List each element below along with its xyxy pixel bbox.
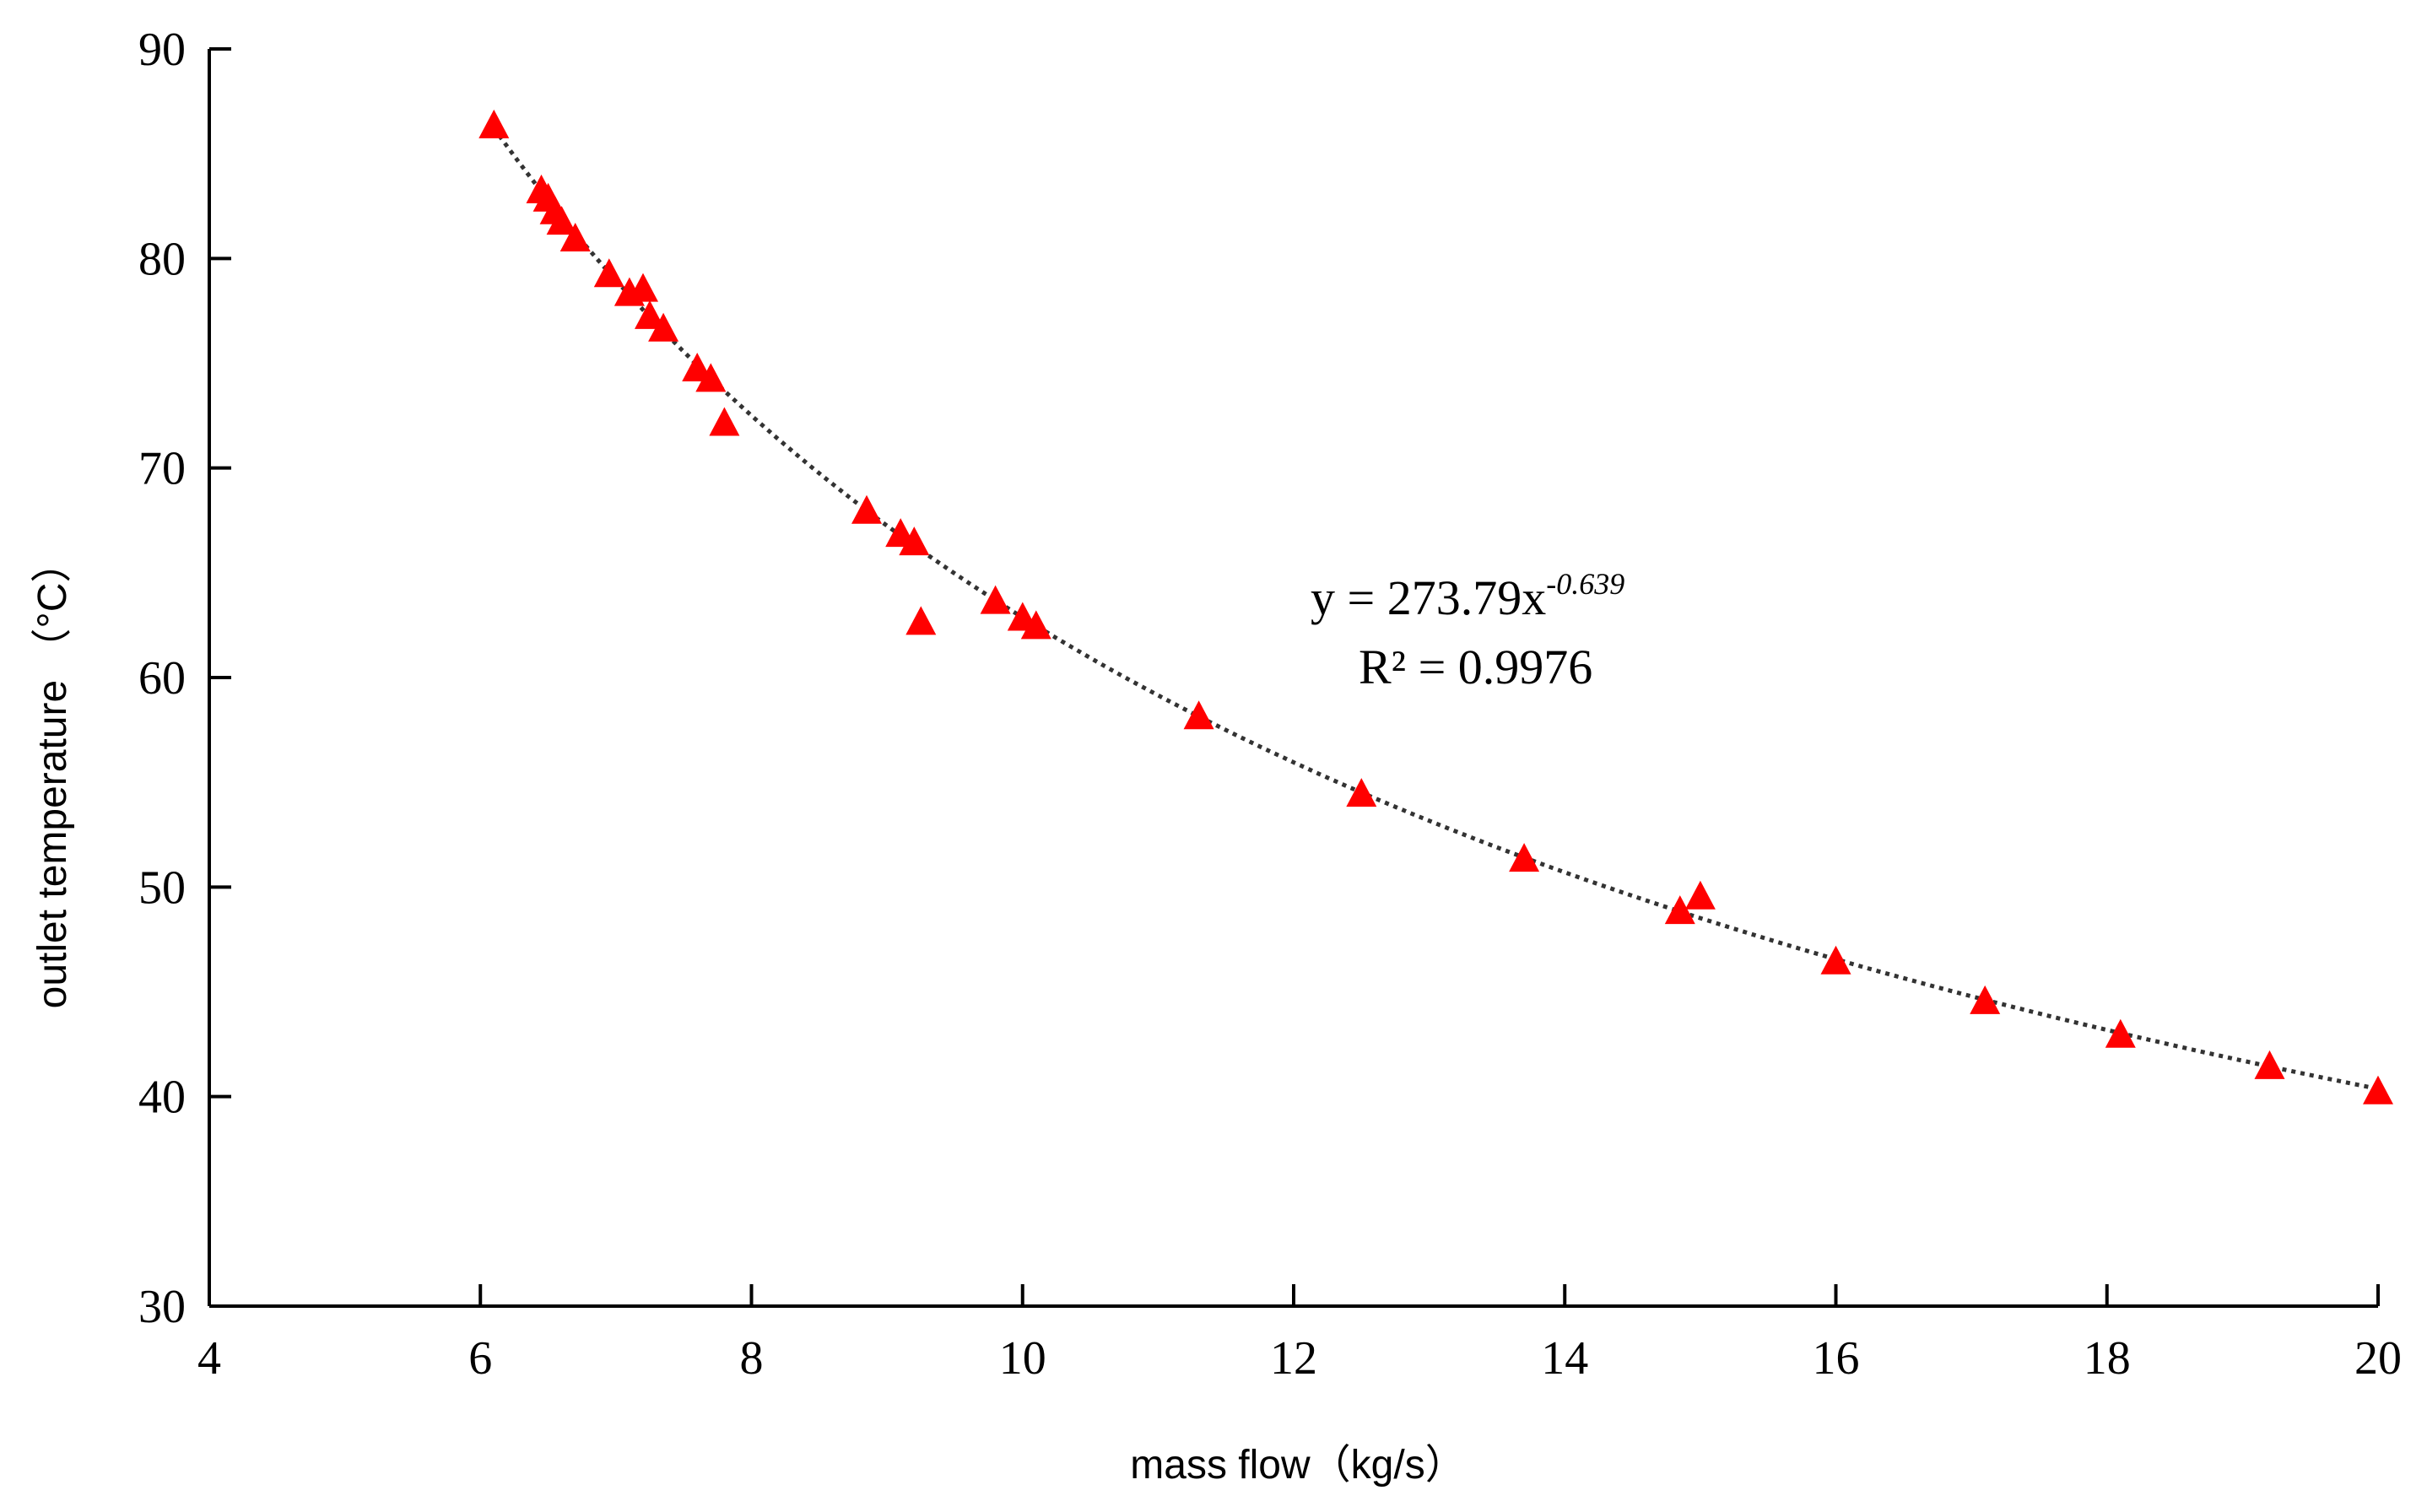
y-tick-label: 40 — [138, 1072, 186, 1124]
y-tick-label: 30 — [138, 1281, 186, 1333]
data-points — [478, 109, 2393, 1104]
trendline-r-squared: R² = 0.9976 — [1359, 640, 1592, 694]
data-point — [628, 273, 658, 302]
data-point — [1664, 895, 1695, 925]
data-point — [478, 109, 510, 138]
data-point — [2254, 1050, 2285, 1079]
data-point — [1970, 985, 2001, 1014]
trendline-annotation: y = 273.79x-0.639 R² = 0.9976 — [1311, 567, 1624, 694]
trendline-equation-base: y = 273.79x — [1311, 570, 1546, 625]
data-point — [546, 206, 577, 235]
x-axis-title: mass flow（kg/s） — [1130, 1443, 1465, 1488]
x-tick-label: 20 — [2354, 1332, 2402, 1385]
data-point — [682, 353, 713, 381]
x-tick-label: 4 — [197, 1332, 221, 1385]
data-point — [905, 606, 937, 635]
y-tick-label: 80 — [138, 233, 186, 285]
data-point — [1684, 880, 1716, 910]
x-tick-label: 8 — [740, 1332, 764, 1385]
y-axis-title: outlet temperature （°C） — [30, 543, 75, 1009]
data-point — [695, 363, 727, 392]
x-tick-label: 6 — [468, 1332, 492, 1385]
data-point — [559, 223, 591, 251]
y-tick-label: 50 — [138, 861, 186, 914]
trendline-equation: y = 273.79x-0.639 — [1311, 567, 1624, 625]
data-point — [1020, 610, 1051, 640]
data-point — [1509, 843, 1540, 872]
y-tick-label: 60 — [138, 652, 186, 705]
data-point — [2105, 1018, 2136, 1048]
x-axis-ticks: 4 6 8 10 12 14 16 18 20 — [197, 1284, 2402, 1385]
x-tick-label: 18 — [2084, 1332, 2131, 1385]
x-tick-label: 12 — [1270, 1332, 1317, 1385]
y-tick-label: 90 — [138, 24, 186, 76]
x-tick-label: 14 — [1541, 1332, 1588, 1385]
data-point — [1346, 778, 1377, 807]
data-point — [1820, 945, 1851, 975]
data-point — [2363, 1075, 2393, 1104]
data-point — [899, 526, 930, 556]
y-axis-ticks: 30 40 50 60 70 80 90 — [138, 24, 231, 1333]
axes — [208, 49, 2378, 1308]
x-tick-label: 16 — [1813, 1332, 1860, 1385]
trendline-equation-exponent: -0.639 — [1546, 567, 1624, 601]
data-point — [851, 494, 882, 524]
data-point — [648, 312, 679, 342]
data-point — [980, 585, 1011, 614]
x-tick-label: 10 — [999, 1332, 1046, 1385]
data-point — [635, 300, 665, 329]
y-tick-label: 70 — [138, 443, 186, 495]
data-point — [1183, 700, 1214, 730]
data-point — [709, 407, 740, 436]
data-point — [593, 258, 624, 288]
